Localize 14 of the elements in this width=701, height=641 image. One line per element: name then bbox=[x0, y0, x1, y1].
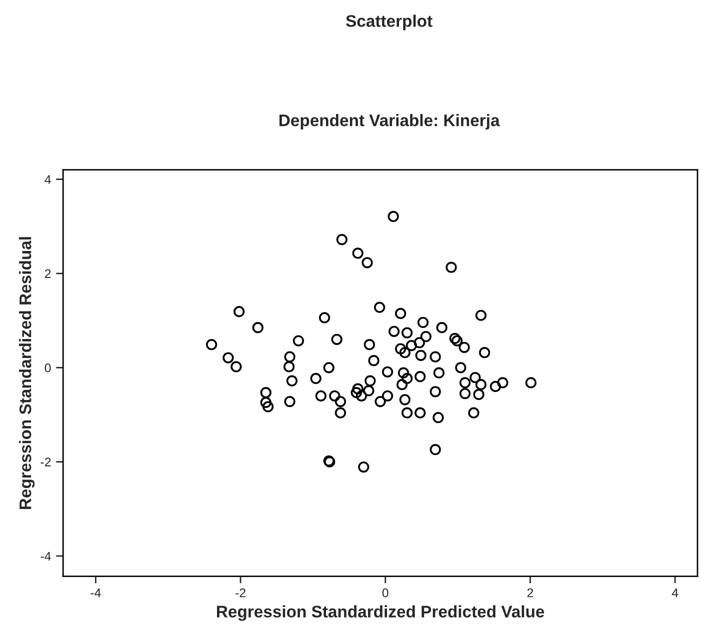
y-tick-label: -2 bbox=[40, 458, 51, 466]
chart-title: Scatterplot bbox=[346, 14, 432, 30]
chart-subtitle: Dependent Variable: Kinerja bbox=[279, 114, 500, 130]
x-tick-label: -2 bbox=[236, 588, 246, 598]
x-tick-label: 4 bbox=[672, 588, 678, 598]
x-tick-label: -4 bbox=[90, 588, 101, 598]
y-tick-label: 4 bbox=[44, 175, 51, 184]
x-axis-title: Regression Standardized Predicted Value bbox=[217, 605, 544, 621]
y-tick-label: 2 bbox=[44, 269, 51, 278]
y-tick-label: 0 bbox=[44, 363, 51, 372]
y-tick-label: -4 bbox=[40, 552, 51, 561]
x-tick-label: 2 bbox=[527, 588, 534, 598]
x-tick-label: 0 bbox=[382, 588, 388, 598]
y-axis-title: Regression Standardized Residual bbox=[19, 237, 35, 510]
